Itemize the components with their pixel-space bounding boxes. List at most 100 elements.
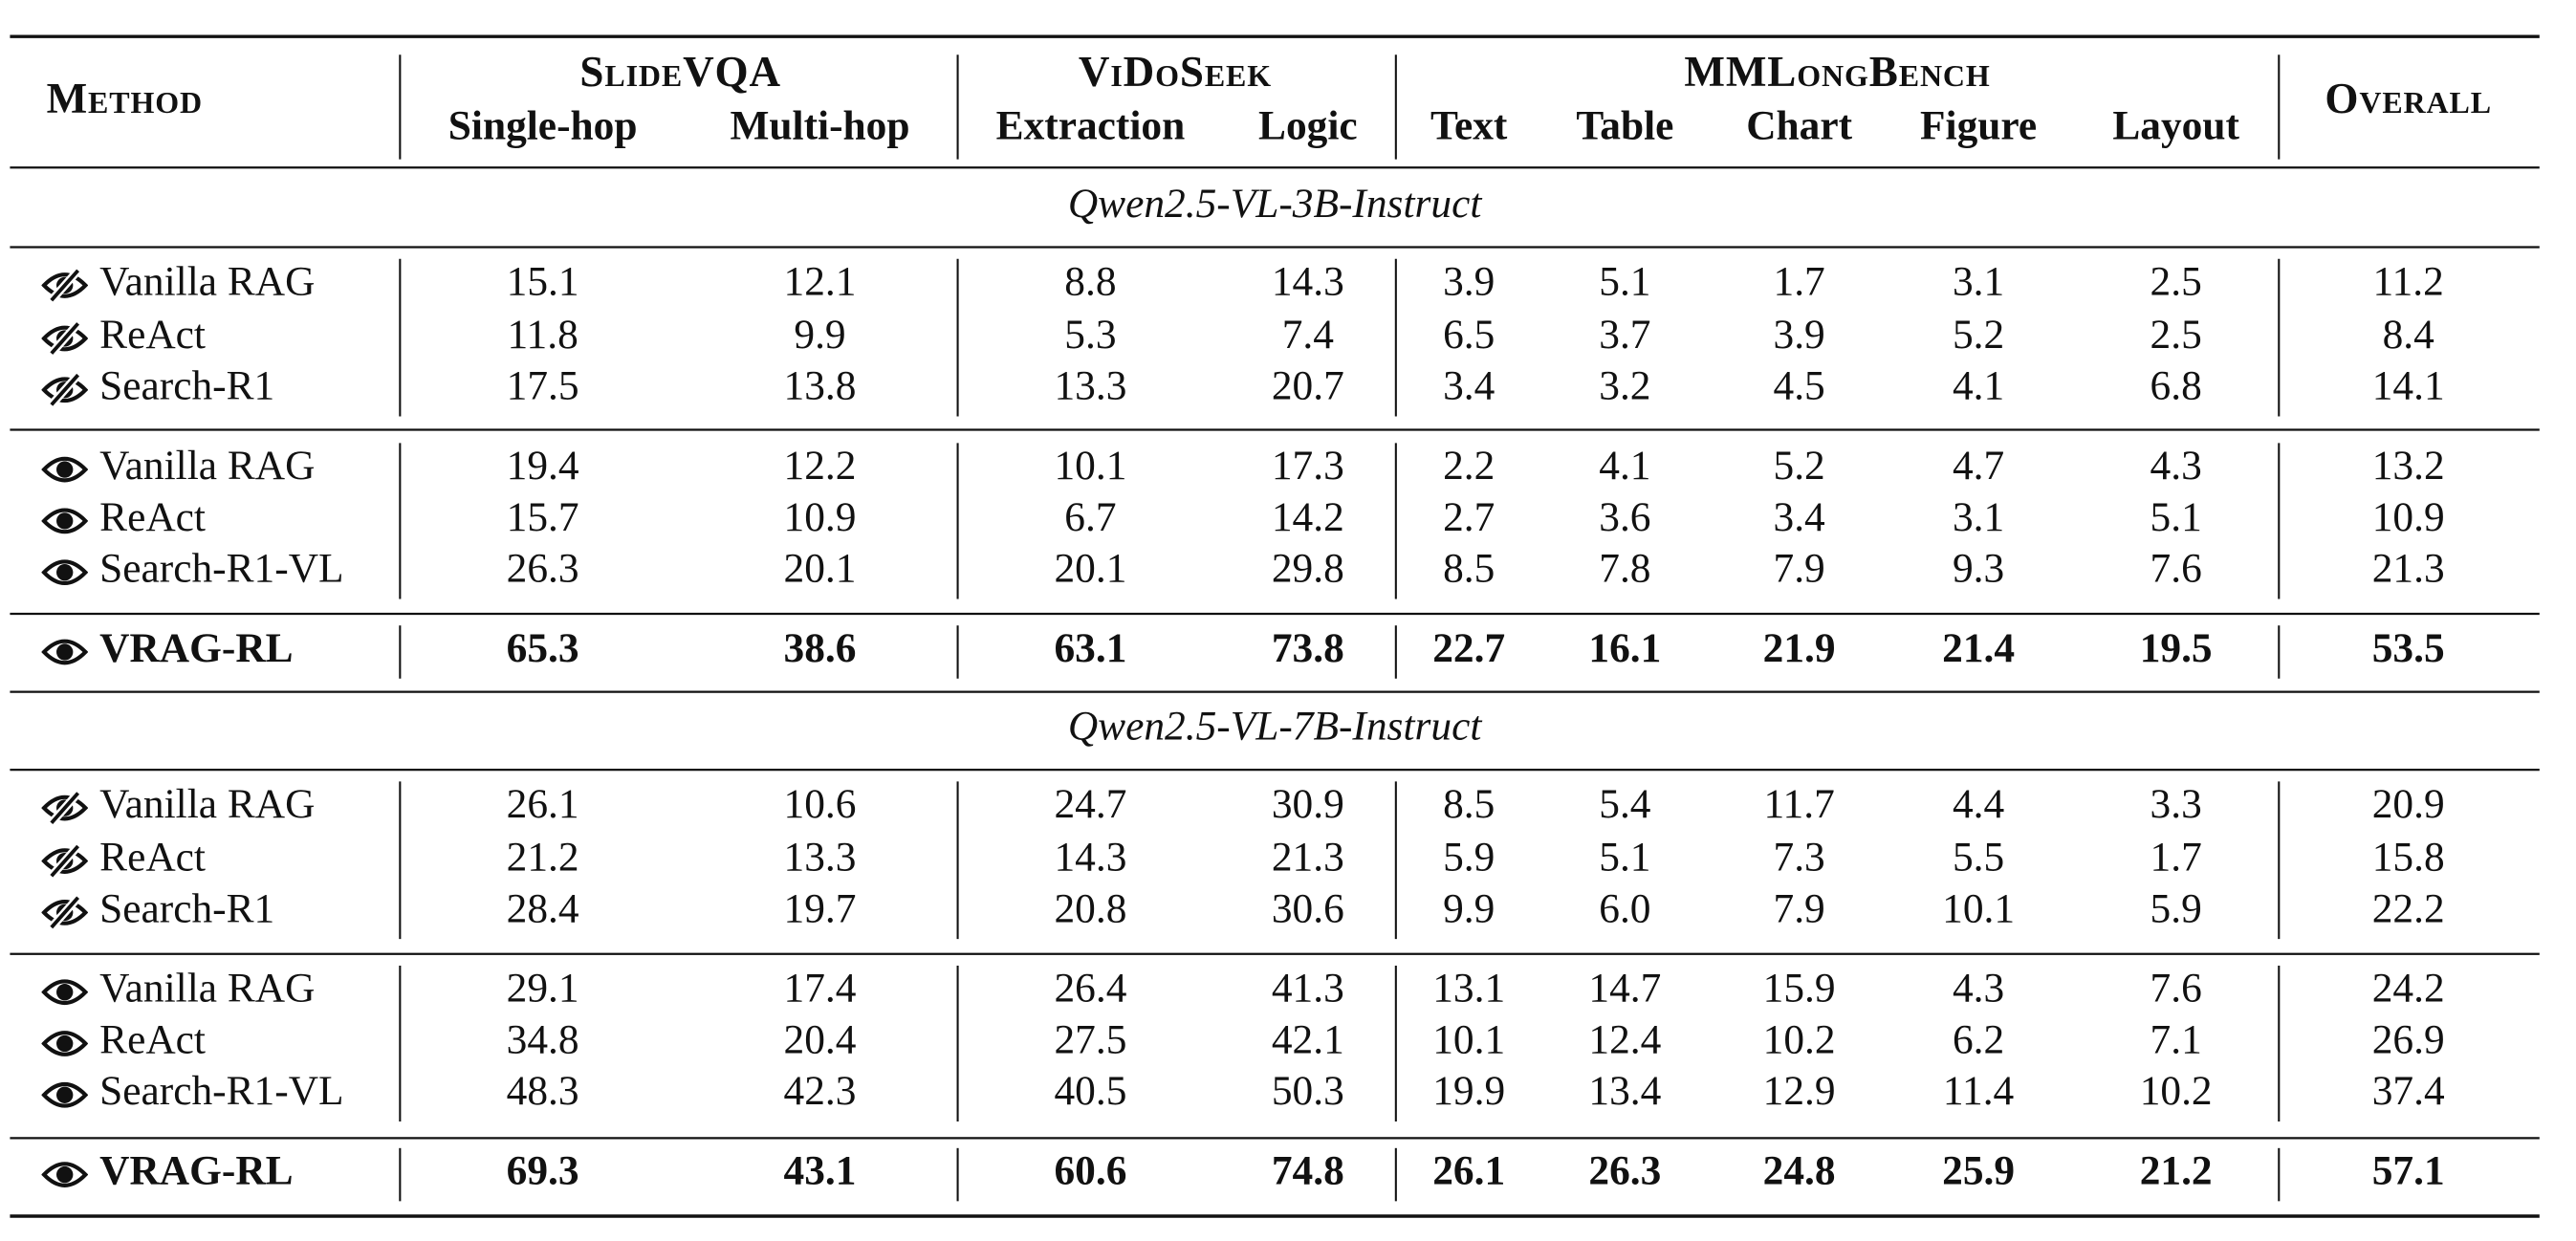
cell-value: 17.4	[784, 966, 857, 1012]
cell-value: 20.1	[784, 546, 857, 592]
cell-value: 10.6	[784, 781, 857, 827]
cell-value: 15.8	[2372, 835, 2445, 881]
cell-value: 5.1	[2150, 494, 2202, 540]
cell-value: 60.6	[1054, 1148, 1126, 1194]
cell-value: 8.5	[1443, 781, 1495, 827]
cell-value: 14.1	[2372, 363, 2445, 409]
method-name: Search-R1-VL	[99, 1068, 343, 1114]
cell-value: 3.4	[1774, 494, 1826, 540]
cell-value: 8.4	[2383, 312, 2435, 358]
cell-value: 26.9	[2372, 1016, 2445, 1062]
cell-value: 11.2	[2373, 258, 2444, 304]
eye-icon	[44, 459, 85, 481]
method-name: VRAG-RL	[99, 1148, 293, 1194]
cell-value: 1.7	[2150, 835, 2202, 881]
cell-value: 21.2	[507, 835, 579, 881]
method-name: Search-R1	[99, 885, 274, 931]
cell-value: 5.2	[1953, 312, 2004, 358]
cell-value: 8.5	[1443, 546, 1495, 592]
method-name: Vanilla RAG	[99, 443, 315, 489]
cell-value: 1.7	[1774, 258, 1825, 304]
eye-icon	[44, 981, 85, 1003]
cell-value: 50.3	[1272, 1068, 1344, 1114]
cell-value: 4.3	[1953, 966, 2004, 1012]
cell-value: 57.1	[2372, 1148, 2445, 1194]
eye-off-icon	[44, 375, 85, 404]
eye-off-icon	[44, 793, 85, 822]
cell-value: 9.9	[1443, 885, 1495, 931]
cell-value: 38.6	[784, 625, 857, 671]
cell-value: 22.2	[2372, 885, 2445, 931]
eye-icon	[44, 511, 85, 533]
cell-value: 4.1	[1599, 443, 1650, 489]
cell-value: 11.8	[507, 312, 578, 358]
section-title: Qwen2.5-VL-7B-Instruct	[1068, 703, 1482, 749]
cell-value: 4.3	[2150, 443, 2202, 489]
cell-value: 10.2	[2140, 1068, 2213, 1114]
method-name: Vanilla RAG	[99, 258, 315, 304]
cell-value: 3.6	[1599, 494, 1650, 540]
cell-value: 21.2	[2140, 1148, 2213, 1194]
cell-value: 5.4	[1599, 781, 1651, 827]
cell-value: 3.3	[2150, 781, 2202, 827]
header-method: Method	[47, 75, 203, 122]
cell-value: 3.2	[1599, 363, 1650, 409]
cell-value: 14.3	[1272, 258, 1344, 304]
cell-value: 3.9	[1774, 312, 1825, 358]
eye-icon	[44, 1164, 85, 1186]
cell-value: 14.2	[1272, 494, 1344, 540]
eye-off-icon	[44, 271, 85, 300]
cell-value: 19.7	[784, 885, 857, 931]
cell-value: 24.2	[2372, 966, 2445, 1012]
cell-value: 9.3	[1953, 546, 2004, 592]
eye-off-icon	[44, 846, 85, 876]
cell-value: 19.5	[2140, 625, 2213, 671]
cell-value: 14.3	[1054, 835, 1126, 881]
cell-value: 6.0	[1599, 885, 1650, 931]
method-name: Search-R1	[99, 363, 274, 409]
cell-value: 26.3	[1588, 1148, 1661, 1194]
cell-value: 21.9	[1763, 625, 1836, 671]
cell-value: 10.1	[1432, 1016, 1505, 1062]
cell-value: 21.3	[1272, 835, 1344, 881]
header-column: Figure	[1920, 102, 2037, 148]
cell-value: 9.9	[794, 312, 845, 358]
method-name: Vanilla RAG	[99, 966, 315, 1012]
method-name: VRAG-RL	[99, 625, 293, 671]
cell-value: 4.1	[1953, 363, 2004, 409]
cell-value: 24.7	[1054, 781, 1126, 827]
cell-value: 6.2	[1953, 1016, 2004, 1062]
cell-value: 13.2	[2372, 443, 2445, 489]
cell-value: 20.4	[784, 1016, 857, 1062]
cell-value: 10.1	[1054, 443, 1126, 489]
cell-value: 11.7	[1763, 781, 1834, 827]
cell-value: 12.4	[1588, 1016, 1661, 1062]
cell-value: 6.5	[1443, 312, 1495, 358]
cell-value: 8.8	[1064, 258, 1116, 304]
cell-value: 17.3	[1272, 443, 1344, 489]
cell-value: 20.8	[1054, 885, 1126, 931]
cell-value: 5.1	[1599, 835, 1650, 881]
cell-value: 74.8	[1272, 1148, 1344, 1194]
cell-value: 4.5	[1774, 363, 1825, 409]
cell-value: 15.9	[1763, 966, 1836, 1012]
cell-value: 7.3	[1774, 835, 1825, 881]
cell-value: 43.1	[784, 1148, 857, 1194]
eye-icon	[44, 1084, 85, 1106]
header-group: MMLongBench	[1684, 48, 1990, 96]
header-column: Chart	[1746, 102, 1852, 148]
method-name: ReAct	[99, 312, 206, 358]
cell-value: 3.1	[1953, 494, 2004, 540]
cell-value: 65.3	[507, 625, 579, 671]
cell-value: 3.7	[1599, 312, 1650, 358]
cell-value: 22.7	[1432, 625, 1505, 671]
cell-value: 2.7	[1443, 494, 1495, 540]
cell-value: 12.9	[1763, 1068, 1836, 1114]
cell-value: 13.8	[784, 363, 857, 409]
cell-value: 25.9	[1942, 1148, 2015, 1194]
cell-value: 19.4	[507, 443, 579, 489]
method-name: ReAct	[99, 835, 206, 881]
header-column: Table	[1576, 102, 1673, 148]
